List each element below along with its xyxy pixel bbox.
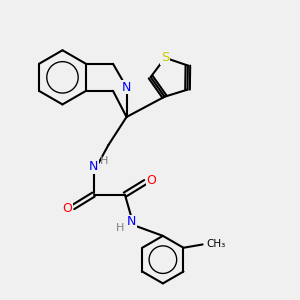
Text: H: H bbox=[116, 223, 124, 232]
Text: O: O bbox=[146, 174, 156, 187]
Text: N: N bbox=[127, 215, 136, 228]
Text: O: O bbox=[62, 202, 72, 215]
Text: CH₃: CH₃ bbox=[207, 239, 226, 250]
Text: H: H bbox=[100, 156, 108, 166]
Text: S: S bbox=[161, 51, 169, 64]
Text: N: N bbox=[122, 81, 131, 94]
Text: N: N bbox=[89, 160, 98, 173]
